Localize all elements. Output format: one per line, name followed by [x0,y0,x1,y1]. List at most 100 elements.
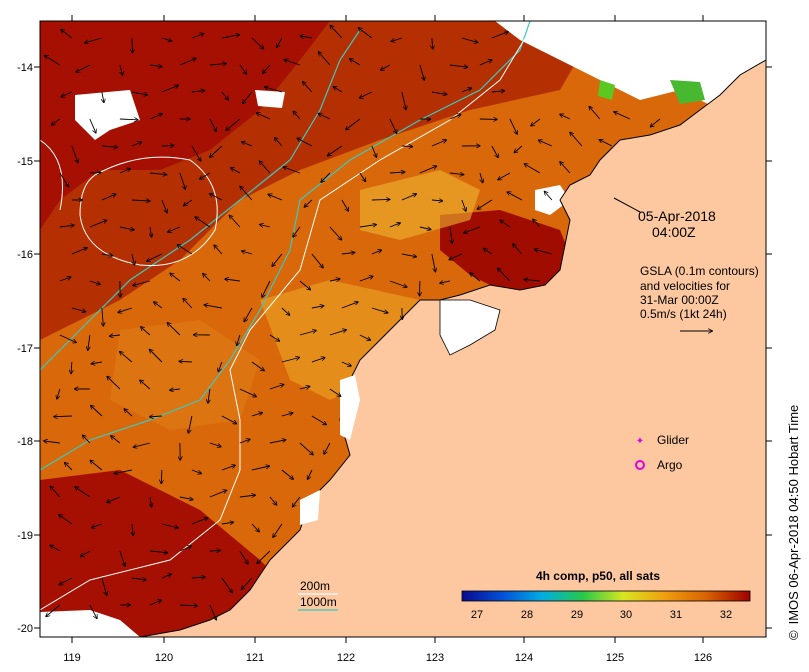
velocity-arrow [360,91,373,98]
velocity-arrow [269,385,284,390]
velocity-arrow [251,37,264,49]
lon-tick: 119 [63,652,81,664]
lat-tick: -20 [17,623,33,635]
velocity-arrow [507,192,523,201]
velocity-arrow [318,114,331,120]
velocity-arrow [191,518,208,525]
velocity-arrow [89,118,96,133]
velocity-arrow [209,118,216,131]
velocity-arrow [346,118,361,130]
velocity-arrow [389,118,397,133]
velocity-arrow [237,334,241,345]
velocity-arrow [560,114,571,120]
velocity-arrow [257,550,271,563]
velocity-arrow [57,388,61,399]
velocity-arrow [131,200,150,201]
velocity-arrow [150,416,162,417]
velocity-arrow [50,486,61,498]
velocity-arrow [133,280,151,285]
velocity-arrow [311,415,326,425]
velocity-arrow [329,279,340,281]
velocity-arrow [161,574,171,579]
velocity-arrow [221,415,237,424]
velocity-arrow [449,226,452,243]
velocity-arrow [221,35,239,39]
gsla-contour-west [40,139,63,211]
velocity-arrow [251,413,262,417]
latitude-axis: -14 -15 -16 -17 -18 -19 -20 [17,62,772,635]
velocity-arrow [350,59,361,66]
lat-tick: -14 [17,62,33,74]
velocity-arrow [102,307,103,326]
velocity-arrow [303,82,313,93]
velocity-arrow [119,550,125,566]
velocity-arrow [570,132,583,147]
velocity-arrow [491,91,504,92]
velocity-arrow [324,442,331,454]
velocity-arrow [183,299,193,309]
velocity-arrow [359,225,376,228]
velocity-arrow [161,523,178,528]
velocity-arrow [242,142,253,147]
king-sound [439,299,501,356]
velocity-arrow [514,145,523,153]
warm-patch-northwest [40,21,330,230]
velocity-arrow [59,515,73,525]
velocity-arrow [107,496,121,502]
velocity-arrow [341,361,351,366]
velocity-arrow [107,377,121,390]
velocity-arrow [221,577,232,593]
velocity-arrow [311,358,325,363]
velocity-arrow [300,36,312,38]
velocity-arrow [149,65,162,67]
velocity-arrow [89,173,101,174]
velocity-arrow [88,334,90,350]
velocity-arrow [209,551,220,552]
velocity-arrow [293,496,301,507]
velocity-arrow [230,216,241,228]
velocity-arrow [161,37,172,41]
velocity-arrow [101,577,107,595]
colorbar-title: 4h comp, p50, all sats [536,569,660,583]
velocity-arrow [401,253,416,257]
velocity-arrow [524,279,540,281]
velocity-arrow [91,406,103,417]
velocity-arrow [299,280,310,290]
velocity-arrow [419,64,424,80]
velocity-arrow [328,145,343,156]
velocity-arrow [221,522,233,524]
lat-tick: -15 [17,156,33,168]
colorbar-ticks: 27 28 29 30 31 32 [471,609,732,621]
velocity-arrow [272,253,283,266]
velocity-arrow [281,358,299,363]
velocity-arrow [293,226,301,237]
velocity-arrow [470,273,481,282]
velocity-arrow [239,439,250,444]
velocity-arrow [299,386,310,389]
credit-label: © IMOS 06-Apr-2018 04:50 Hobart Time [786,405,801,640]
cloud-gap-small [255,90,285,108]
velocity-arrow [110,335,120,336]
velocity-arrow [239,495,255,497]
velocity-arrow [269,440,286,444]
velocity-arrow [401,194,417,201]
velocity-arrow [177,245,193,255]
lon-tick: 126 [694,652,712,664]
velocity-arrow [535,249,553,255]
velocity-arrow [44,441,60,443]
velocity-arrow [46,604,61,616]
velocity-arrow [71,307,86,312]
velocity-arrow [170,389,180,390]
velocity-arrow [191,91,205,93]
lon-tick: 120 [155,652,173,664]
velocity-arrow [124,409,133,417]
bathy-200m-label: 200m [300,579,330,593]
date-pointer-line [613,197,641,213]
velocity-arrow [260,225,270,228]
velocity-arrow [244,307,253,322]
velocity-arrow [484,249,493,255]
velocity-arrow [297,138,313,147]
velocity-arrow [59,334,76,343]
velocity-arrow [275,138,283,147]
